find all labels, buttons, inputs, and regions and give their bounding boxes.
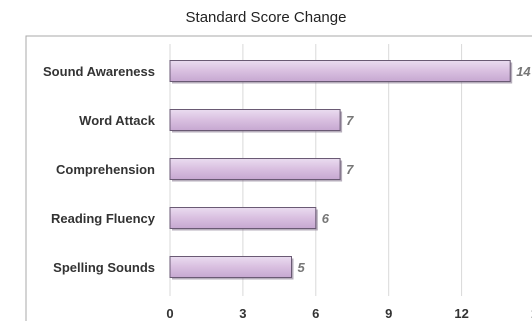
- value-label: 14: [516, 64, 531, 79]
- bars: [169, 60, 513, 280]
- bar: [169, 207, 317, 229]
- category-labels: Sound Awareness 14 Word Attack 7 Comprehensi…: [43, 64, 531, 275]
- bar: [169, 256, 292, 278]
- chart-title: Standard Score Change: [185, 9, 347, 26]
- value-label: 5: [298, 260, 306, 275]
- x-tick-label: 1: [531, 306, 532, 321]
- bar: [169, 60, 511, 82]
- category-label: Word Attack: [79, 113, 156, 128]
- value-label: 7: [346, 113, 354, 128]
- x-axis-ticks: 0 3 6 9 12 1: [166, 306, 532, 321]
- category-label: Comprehension: [56, 162, 155, 177]
- category-label: Spelling Sounds: [53, 260, 155, 275]
- category-label: Sound Awareness: [43, 64, 155, 79]
- x-tick-label: 3: [239, 306, 246, 321]
- value-label: 6: [322, 211, 330, 226]
- x-tick-label: 6: [312, 306, 319, 321]
- category-label: Reading Fluency: [51, 211, 156, 226]
- bar: [169, 109, 341, 131]
- x-tick-label: 12: [454, 306, 468, 321]
- bar: [169, 158, 341, 180]
- x-tick-label: 0: [166, 306, 173, 321]
- value-label: 7: [346, 162, 354, 177]
- x-tick-label: 9: [385, 306, 392, 321]
